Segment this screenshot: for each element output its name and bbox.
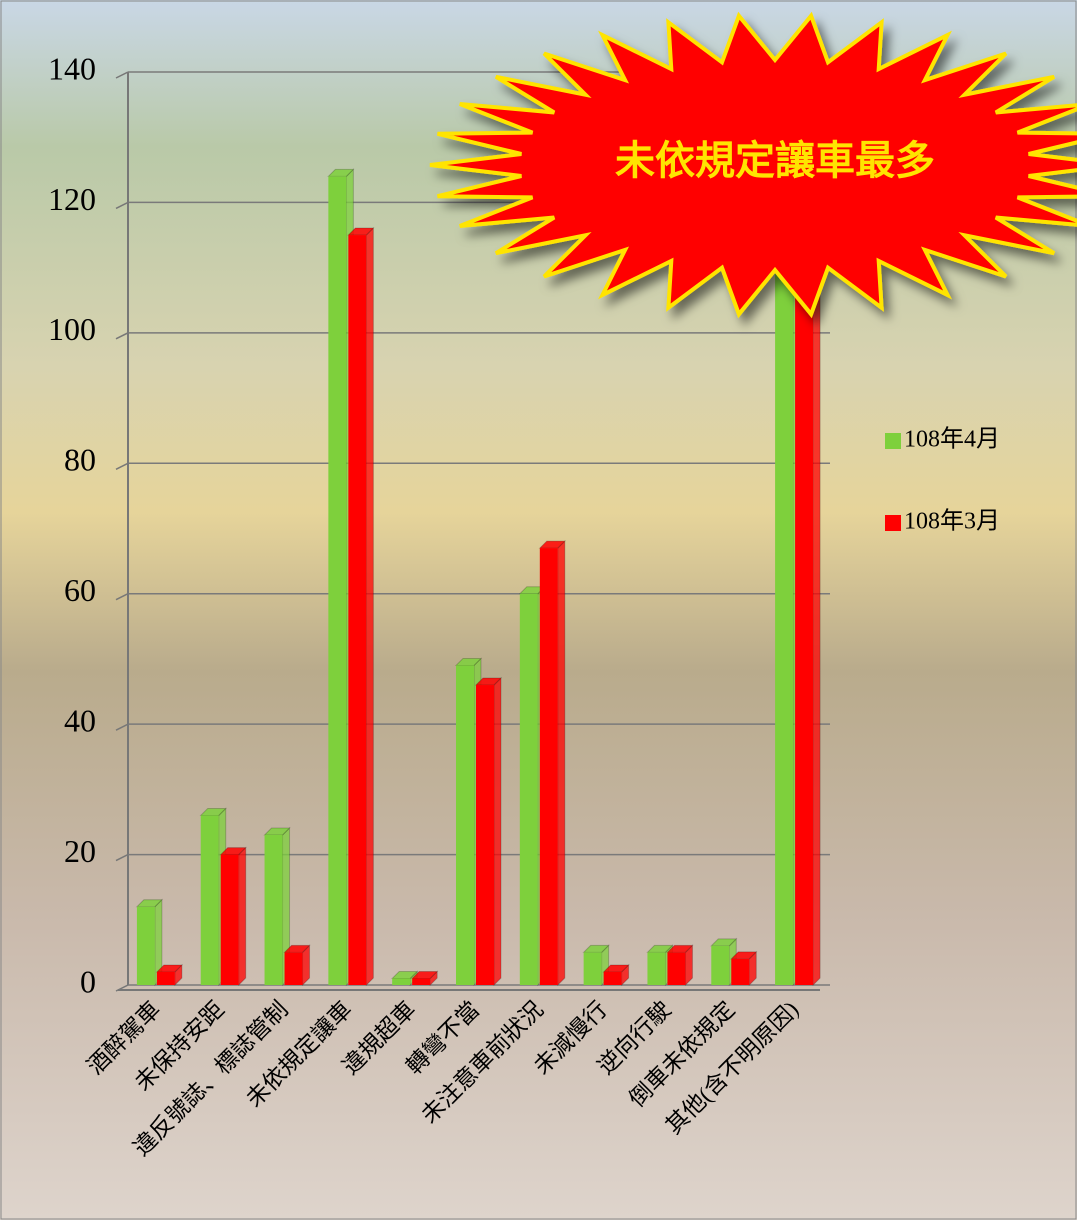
bar (328, 176, 347, 986)
tick-mark (115, 332, 129, 340)
bar (775, 254, 794, 986)
y-tick-label: 120 (48, 181, 96, 217)
y-tick-label: 80 (64, 442, 96, 478)
legend-swatch (885, 433, 901, 449)
tick-mark (115, 853, 129, 862)
bar (476, 685, 494, 985)
bar-side (365, 226, 374, 987)
legend-label: 108年3月 (904, 508, 1000, 535)
bar (711, 945, 730, 985)
y-tick-label: 20 (64, 833, 96, 869)
bar (284, 952, 303, 985)
bar (603, 971, 622, 985)
bar-side (238, 846, 247, 987)
tick-mark (115, 984, 129, 992)
tick-mark (115, 593, 129, 601)
bar-side (557, 539, 566, 987)
bar (220, 854, 239, 985)
bar (667, 952, 686, 985)
bar (264, 835, 283, 985)
y-tick-label: 60 (64, 572, 96, 608)
annotation: 未依規定讓車最多 (615, 138, 935, 183)
tick-mark (115, 71, 129, 79)
y-tick-label: 0 (80, 963, 96, 999)
bar-side (812, 259, 821, 987)
burst-shape (429, 11, 1077, 319)
tick-mark (115, 201, 129, 210)
legend-label: 108年4月 (904, 426, 1000, 453)
bar (795, 267, 814, 986)
tick-mark (115, 462, 129, 470)
bar (647, 952, 666, 985)
annotation-burst: 未依規定讓車最多 (429, 11, 1077, 319)
tick-mark (115, 723, 129, 731)
bar (136, 906, 155, 985)
bar (519, 593, 538, 985)
bar (392, 978, 411, 985)
legend-swatch (885, 515, 901, 531)
bar (348, 235, 367, 986)
bar (156, 971, 175, 985)
bar (456, 665, 474, 985)
y-tick-label: 140 (48, 50, 96, 86)
bar (200, 815, 219, 985)
bar (539, 548, 558, 985)
bar-side (493, 676, 502, 987)
bar (583, 952, 602, 985)
y-tick-label: 100 (48, 311, 96, 347)
bar (731, 958, 750, 985)
y-tick-label: 40 (64, 702, 96, 738)
bar (412, 978, 431, 985)
